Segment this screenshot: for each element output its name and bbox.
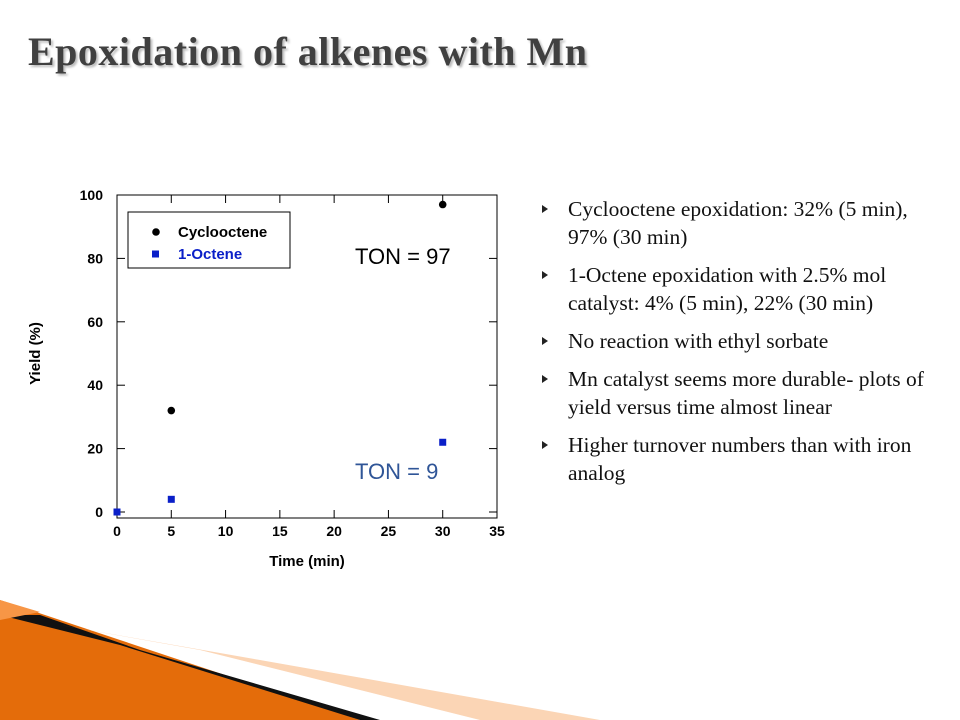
x-tick-label: 20	[326, 523, 342, 539]
legend-box	[127, 211, 291, 269]
x-tick-label: 15	[272, 523, 288, 539]
point	[167, 495, 175, 503]
x-tick-label: 0	[113, 523, 121, 539]
chart: 0 5 10 15 20 25 30 35 0 20 40 60 80 100 Time (min) Yiel…	[27, 187, 505, 570]
x-tick-label: 30	[435, 523, 451, 539]
legend-label: 1-Octene	[178, 246, 242, 263]
annotation: TON = 9	[355, 459, 438, 484]
bullet: Cyclooctene epoxidation: 32% (5 min), 97…	[540, 195, 940, 251]
y-tick-label: 60	[87, 314, 103, 330]
point	[438, 200, 447, 209]
x-tick-label: 35	[489, 523, 505, 539]
legend-label: Cyclooctene	[178, 224, 267, 241]
y-axis-label: Yield (%)	[27, 322, 44, 385]
swoosh-edge	[0, 600, 40, 620]
y-tick-label: 40	[87, 377, 103, 393]
point	[167, 406, 176, 415]
legend-marker	[152, 250, 159, 258]
annotation: TON = 97	[355, 244, 451, 269]
bullet: Higher turnover numbers than with iron a…	[540, 431, 940, 487]
x-tick-label: 10	[218, 523, 234, 539]
legend-marker	[152, 228, 160, 236]
bullet: 1-Octene epoxidation with 2.5% mol catal…	[540, 261, 940, 317]
swoosh-shadow	[0, 615, 380, 720]
y-tick-label: 20	[87, 441, 103, 457]
x-tick-label: 5	[167, 523, 175, 539]
x-tick-label: 25	[381, 523, 397, 539]
bullet: No reaction with ethyl sorbate	[540, 327, 940, 355]
point	[439, 438, 447, 446]
y-tick-label: 0	[95, 504, 103, 520]
bullet: Mn catalyst seems more durable- plots of…	[540, 365, 940, 421]
x-axis-label: Time (min)	[269, 553, 345, 570]
bullet-list: Cyclooctene epoxidation: 32% (5 min), 97…	[540, 195, 940, 497]
y-tick-label: 100	[80, 187, 104, 203]
point	[113, 508, 121, 516]
y-tick-label: 80	[87, 250, 103, 266]
swoosh-light	[60, 625, 600, 720]
plot-frame	[116, 194, 498, 519]
slide-title: Epoxidation of alkenes with Mn	[28, 29, 588, 74]
